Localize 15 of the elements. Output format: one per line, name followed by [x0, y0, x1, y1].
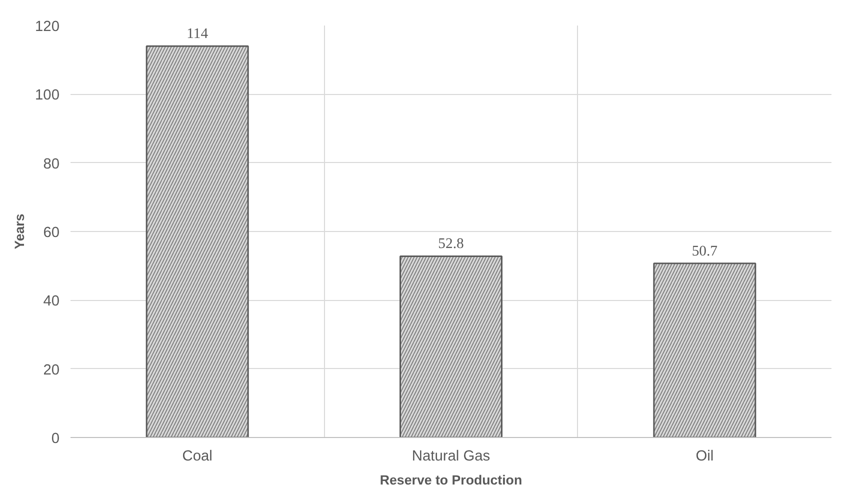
x-tick-label: Oil	[696, 448, 714, 464]
data-label: 52.8	[438, 236, 464, 252]
data-label: 114	[186, 26, 209, 42]
y-axis-title: Years	[12, 214, 28, 250]
y-tick-label: 20	[43, 362, 60, 378]
x-tick-label: Natural Gas	[412, 448, 490, 464]
y-tick-label: 80	[43, 156, 60, 172]
y-tick-label: 40	[43, 294, 60, 310]
y-tick-label: 100	[35, 88, 60, 104]
y-tick-label: 60	[43, 225, 60, 241]
y-tick-label: 0	[51, 431, 60, 447]
y-tick-label: 120	[35, 19, 60, 35]
x-axis-title: Reserve to Production	[380, 472, 522, 488]
data-label: 50.7	[692, 243, 718, 260]
x-tick-label: Coal	[182, 448, 212, 464]
